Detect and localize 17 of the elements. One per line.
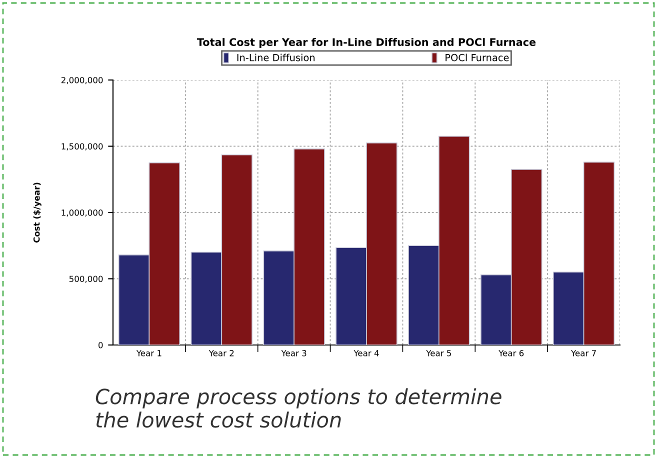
- y-tick-label: 0: [98, 342, 103, 348]
- y-tick-label: 1,500,000: [62, 143, 103, 150]
- legend-label: POCl Furnace: [446, 54, 509, 62]
- legend-label: In-Line Diffusion: [237, 54, 315, 62]
- y-tick-label: 2,000,000: [61, 76, 103, 84]
- y-tick-label: 500,000: [69, 276, 103, 283]
- x-tick-label: Year 6: [498, 350, 524, 356]
- text: Compare process options to determine the lowest cost solution: [96, 388, 502, 428]
- x-tick-label: Year 1: [136, 350, 162, 356]
- y-tick-label: 1,000,000: [62, 209, 103, 217]
- x-tick-label: Year 2: [208, 350, 234, 356]
- chart-title: Total Cost per Year for In-Line Diffusion and POCl Furnace: [196, 38, 536, 48]
- x-tick-label: Year 4: [354, 350, 379, 356]
- y-axis-title: Cost ($/year): [33, 182, 42, 243]
- x-tick-label: Year 7: [570, 350, 596, 356]
- x-tick-label: Year 3: [281, 350, 306, 356]
- x-tick-label: Year 5: [426, 350, 451, 356]
